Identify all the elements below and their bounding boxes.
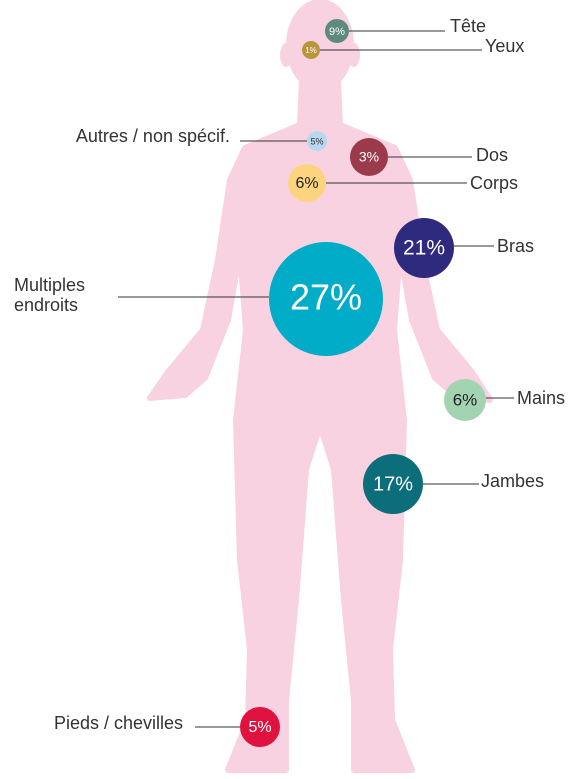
item-label: Dos [476,145,508,165]
bubble-label: 3% [359,149,379,165]
body-figure: 9% 1% 5% 3% 6% 21% 27% 6% 17% 5% [0,0,574,779]
item-label: Multiples endroits [14,275,104,315]
ear [348,43,360,67]
bubble-label: 5% [248,719,271,736]
bubble-label: 1% [305,46,317,55]
item-label: Tête [450,16,486,36]
item-label: Corps [470,173,518,193]
item-label: Pieds / chevilles [54,713,183,733]
bubble-label: 17% [373,473,413,495]
item-label: Mains [517,388,565,408]
item-label: Yeux [485,36,524,56]
ear [280,43,292,67]
item-label: Jambes [481,471,544,491]
bubble-label: 6% [453,390,478,409]
bubble-label: 9% [329,26,345,38]
item-label: Bras [497,236,534,256]
bubble-label: 21% [403,237,445,260]
bubble-label: 6% [295,175,318,192]
item-label: Autres / non spécif. [76,126,230,146]
infographic: 9% 1% 5% 3% 6% 21% 27% 6% 17% 5% TêteYeux Autres /… [0,0,574,779]
silhouette [150,0,490,770]
bubble-label: 27% [290,277,362,318]
bubble-label: 5% [310,136,323,146]
